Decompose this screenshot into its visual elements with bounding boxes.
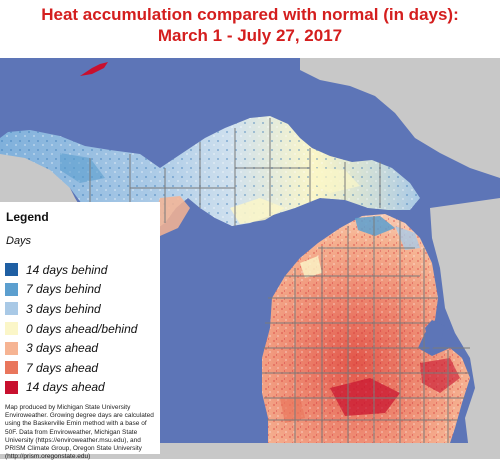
- legend-label: 7 days ahead: [26, 360, 99, 375]
- isle-royale: [80, 62, 108, 76]
- lower-peninsula: [262, 214, 470, 443]
- map-title-line2: March 1 - July 27, 2017: [157, 26, 343, 45]
- map-title: Heat accumulation compared with normal (…: [0, 4, 500, 46]
- legend-heading: Legend: [6, 210, 49, 224]
- map-title-line1: Heat accumulation compared with normal (…: [41, 5, 459, 24]
- legend-label: 7 days behind: [26, 282, 101, 297]
- legend-item: 7 days ahead: [5, 358, 137, 378]
- legend-swatch: [5, 282, 18, 296]
- legend-swatch: [5, 263, 18, 277]
- legend-item: 0 days ahead/behind: [5, 319, 137, 339]
- ontario-land: [300, 58, 500, 178]
- southern-states-land: [60, 443, 500, 459]
- legend-item: 14 days ahead: [5, 378, 137, 398]
- map-credits: Map produced by Michigan State Universit…: [5, 404, 154, 461]
- legend-swatch: [5, 302, 18, 316]
- legend-swatch: [5, 341, 18, 355]
- legend-label: 0 days ahead/behind: [26, 321, 138, 336]
- legend-swatch: [5, 361, 18, 375]
- legend-item: 7 days behind: [5, 280, 137, 300]
- legend-item: 3 days behind: [5, 299, 137, 319]
- legend-swatch: [5, 380, 18, 394]
- legend-label: 3 days behind: [26, 301, 101, 316]
- legend-items: 14 days behind 7 days behind 3 days behi…: [5, 260, 137, 397]
- legend-item: 3 days ahead: [5, 338, 137, 358]
- legend-label: 14 days ahead: [26, 380, 105, 395]
- legend-label: 3 days ahead: [26, 341, 99, 356]
- legend-item: 14 days behind: [5, 260, 137, 280]
- legend-subheading: Days: [6, 235, 32, 247]
- legend-swatch: [5, 322, 18, 336]
- legend-label: 14 days behind: [26, 262, 108, 277]
- thumb-bay: [425, 320, 445, 350]
- ontario-land-east: [430, 198, 500, 459]
- legend-panel: Legend Days 14 days behind 7 days behind…: [0, 202, 160, 460]
